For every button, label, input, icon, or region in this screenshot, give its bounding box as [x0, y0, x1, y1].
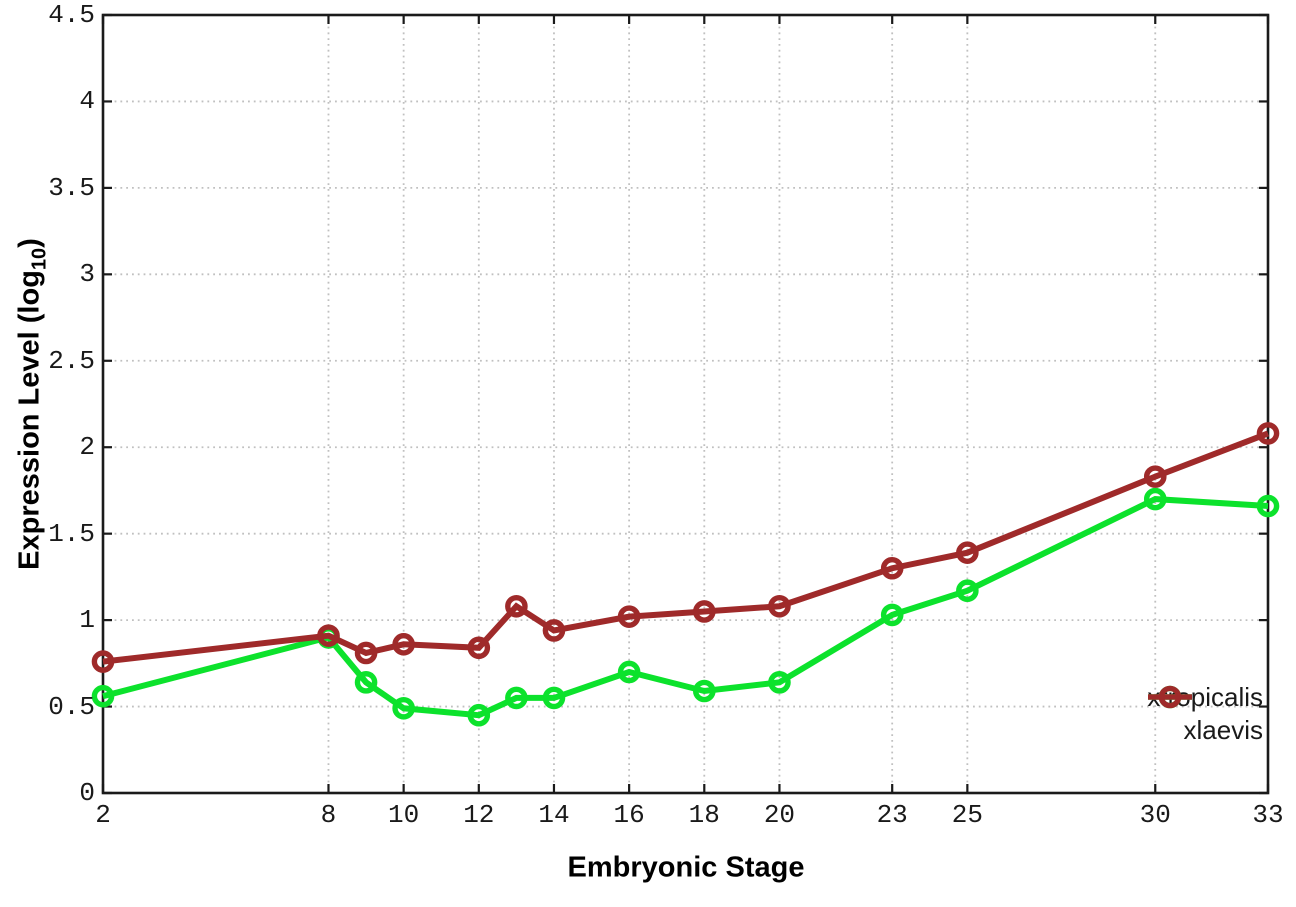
xtropicalis-point	[692, 679, 716, 703]
xlaevis-line	[102, 430, 1270, 665]
xlaevis-point	[91, 650, 115, 673]
y-tick-label: 0	[79, 778, 95, 808]
xlaevis-point	[317, 624, 340, 647]
xlaevis-point	[467, 636, 491, 660]
series-xtropicalis	[91, 487, 1280, 727]
xlaevis-point	[880, 556, 904, 580]
xlaevis-point	[768, 594, 791, 618]
x-tick-label: 18	[688, 800, 720, 830]
xtropicalis-point	[354, 671, 378, 694]
legend-label-xlaevis: xlaevis	[1183, 715, 1263, 745]
x-tick-label: 20	[763, 800, 796, 830]
xtropicalis-line	[102, 496, 1269, 719]
y-tick-label: 4.5	[48, 0, 95, 30]
xlaevis-linepoint-icon	[1148, 685, 1193, 709]
y-tick-label: 2.5	[48, 345, 95, 376]
xlaevis-point	[956, 541, 979, 564]
y-tick-label: 3	[79, 259, 95, 290]
xlaevis-point	[1143, 465, 1167, 488]
xlaevis-point	[354, 641, 378, 665]
x-tick-label: 12	[463, 800, 495, 830]
x-tick-label: 2	[95, 800, 111, 830]
x-tick-label: 25	[951, 800, 983, 830]
plot-border	[101, 13, 1270, 795]
x-tick-label: 10	[388, 800, 420, 830]
y-axis-label-suffix: )	[13, 238, 46, 248]
y-tick-label: 1	[79, 605, 95, 636]
x-tick-label: 23	[876, 800, 908, 830]
xtropicalis-point	[768, 671, 791, 694]
y-tick-label: 4	[79, 86, 95, 117]
y-tick-label: 2	[79, 432, 95, 463]
tick-marks	[101, 13, 1270, 795]
xtropicalis-point	[1143, 487, 1167, 511]
series-xlaevis	[91, 422, 1280, 673]
xlaevis-point	[505, 594, 528, 618]
xtropicalis-point	[956, 579, 979, 603]
x-axis-label: Embryonic Stage	[567, 851, 805, 884]
gridlines	[103, 15, 1268, 793]
legend-item-xlaevis: xlaevis	[1148, 685, 1263, 745]
x-tick-label: 30	[1139, 800, 1171, 830]
legend: xtropicalis xlaevis	[1147, 682, 1263, 745]
xtropicalis-point	[467, 703, 491, 727]
xtropicalis-point	[1256, 494, 1280, 518]
xtropicalis-point	[880, 603, 904, 627]
xtropicalis-point	[542, 686, 566, 710]
x-tick-label: 14	[538, 800, 570, 830]
xlaevis-point	[542, 619, 566, 642]
y-tick-label: 1.5	[48, 518, 95, 549]
xtropicalis-point	[617, 660, 641, 684]
y-tick-label: 0.5	[48, 691, 95, 722]
xlaevis-point	[692, 600, 716, 623]
xlaevis-point	[392, 633, 415, 656]
xtropicalis-point	[392, 696, 415, 720]
y-tick-label: 3.5	[48, 172, 95, 203]
x-tick-label: 33	[1252, 800, 1284, 830]
x-tick-label: 16	[613, 800, 645, 830]
x-tick-label: 8	[320, 800, 337, 830]
xlaevis-point	[617, 605, 641, 628]
xlaevis-point	[1256, 422, 1280, 445]
xtropicalis-point	[91, 684, 115, 708]
xtropicalis-point	[505, 686, 528, 710]
